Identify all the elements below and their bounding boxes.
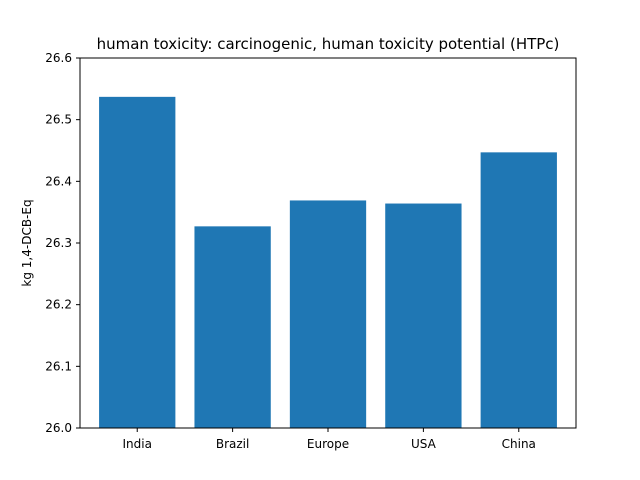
plot-frame <box>79 57 577 429</box>
bar-brazil <box>194 226 271 428</box>
x-tick-label: India <box>123 437 152 451</box>
bar-india <box>99 96 176 428</box>
x-axis: India Brazil Europe USA China <box>123 428 536 451</box>
y-tick-label: 26.6 <box>45 51 72 65</box>
chart-title: human toxicity: carcinogenic, human toxi… <box>97 35 560 53</box>
y-tick-label: 26.5 <box>45 113 72 127</box>
bars-group <box>99 96 557 428</box>
bar-usa <box>385 203 462 428</box>
x-tick-label: China <box>502 437 536 451</box>
y-tick-label: 26.2 <box>45 298 72 312</box>
y-tick-label: 26.4 <box>45 174 72 188</box>
y-axis: 26.0 26.1 26.2 26.3 26.4 26.5 26.6 <box>45 51 80 435</box>
y-tick-label: 26.1 <box>45 359 72 373</box>
bar-europe <box>289 200 367 428</box>
x-tick-label: Brazil <box>216 437 250 451</box>
y-axis-label: kg 1,4-DCB-Eq <box>20 199 34 286</box>
y-tick-label: 26.3 <box>45 236 72 250</box>
bar-china <box>480 152 557 428</box>
y-tick-label: 26.0 <box>45 421 72 435</box>
x-tick-label: Europe <box>307 437 349 451</box>
x-tick-label: USA <box>411 437 437 451</box>
